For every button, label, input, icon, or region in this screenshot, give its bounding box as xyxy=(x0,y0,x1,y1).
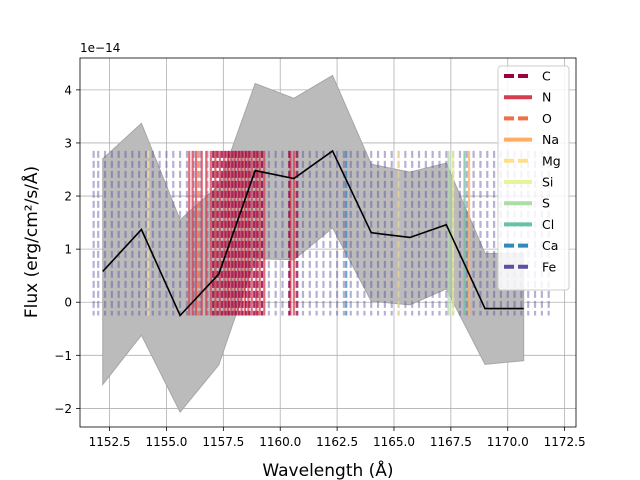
legend-label-s: S xyxy=(542,196,550,211)
legend-label-o: O xyxy=(542,111,552,126)
x-tick-label: 1155.0 xyxy=(145,435,187,449)
legend-label-c: C xyxy=(542,69,551,84)
x-tick-label: 1170.0 xyxy=(487,435,529,449)
legend: CNO Na Mg Si S Cl Ca Fe xyxy=(497,65,570,291)
y-tick-label: 1 xyxy=(64,243,72,257)
flux-line xyxy=(102,149,524,317)
plot-frame xyxy=(79,57,577,428)
flux-error-band xyxy=(102,74,525,414)
y-tick-label: 2 xyxy=(64,190,72,204)
legend-label-na: Na xyxy=(542,132,559,147)
x-tick-label: 1172.5 xyxy=(544,435,586,449)
y-axis-label: Flux (erg/cm²/s/Å) xyxy=(20,166,42,318)
legend-label-fe: Fe xyxy=(542,259,557,274)
legend-label-cl: Cl xyxy=(542,217,554,232)
y-tick-label: 3 xyxy=(64,136,72,150)
y-tick-label: 4 xyxy=(64,83,72,97)
y-tick-label: −1 xyxy=(54,349,72,363)
x-axis-label: Wavelength (Å) xyxy=(262,459,393,480)
x-tick-label: 1152.5 xyxy=(89,435,131,449)
x-tick-label: 1165.0 xyxy=(373,435,415,449)
x-tick-label: 1160.0 xyxy=(259,435,301,449)
x-tick-label: 1157.5 xyxy=(202,435,244,449)
y-tick-label: 0 xyxy=(64,296,72,310)
y-offset-label: 1e−14 xyxy=(80,41,120,55)
legend-label-si: Si xyxy=(542,175,553,190)
y-tick-label: −2 xyxy=(54,402,72,416)
x-tick-label: 1167.5 xyxy=(430,435,472,449)
legend-box xyxy=(497,65,570,291)
error-band-area xyxy=(102,74,525,414)
flux-series-line xyxy=(102,149,524,317)
x-axis-ticks: 1152.5 1155.0 1157.5 1160.0 1162.5 1165.0 1167… xyxy=(89,427,586,449)
legend-label-n: N xyxy=(542,90,551,105)
y-axis-ticks: −2 −1 0 1 2 3 4 xyxy=(54,83,80,416)
x-tick-label: 1162.5 xyxy=(316,435,358,449)
legend-label-ca: Ca xyxy=(542,238,558,253)
legend-label-mg: Mg xyxy=(542,153,561,168)
